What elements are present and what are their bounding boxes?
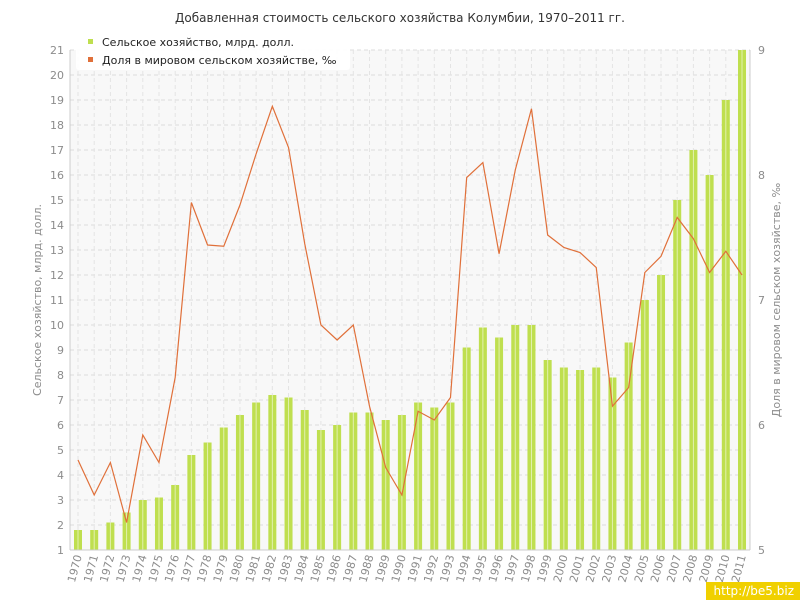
x-axis-ticks: 1970197119721973197419751976197719781979… [65,553,749,583]
legend-label-bars: Сельское хозяйство, млрд. долл. [102,36,294,49]
y-tick-label: 10 [50,319,64,332]
y-tick-label: 1 [57,544,64,557]
legend: Сельское хозяйство, млрд. долл. Доля в м… [76,32,350,70]
y-tick-label: 3 [57,494,64,507]
y-tick-label: 18 [50,119,64,132]
legend-box [76,32,350,70]
y2-tick-label: 9 [758,44,765,57]
watermark[interactable]: http://be5.biz [705,582,800,600]
y-tick-label: 4 [57,469,64,482]
y2-axis-label: Доля в мировом сельском хозяйстве, ‰ [770,183,783,418]
y-tick-label: 9 [57,344,64,357]
y-tick-label: 21 [50,44,64,57]
y-tick-label: 12 [50,269,64,282]
chart-title: Добавленная стоимость сельского хозяйств… [175,11,625,25]
y-tick-label: 19 [50,94,64,107]
y-tick-label: 7 [57,394,64,407]
legend-swatch-line [88,57,93,62]
y-tick-label: 20 [50,69,64,82]
y2-axis-ticks: 5 6 7 8 9 [758,44,765,557]
share-line [77,104,743,523]
y-tick-label: 11 [50,294,64,307]
y2-tick-label: 8 [758,169,765,182]
y-tick-label: 5 [57,444,64,457]
bars [74,50,746,550]
y-tick-label: 17 [50,144,64,157]
legend-label-line: Доля в мировом сельском хозяйстве, ‰ [102,54,337,67]
y-tick-label: 14 [50,219,64,232]
y2-tick-label: 7 [758,294,765,307]
y-tick-label: 6 [57,419,64,432]
y-tick-label: 15 [50,194,64,207]
y-tick-label: 13 [50,244,64,257]
legend-swatch-bars [88,39,93,44]
y-axis-label: Сельское хозяйство, млрд. долл. [31,204,44,396]
y2-tick-label: 6 [758,419,765,432]
y-tick-label: 2 [57,519,64,532]
y2-tick-label: 5 [758,544,765,557]
y-tick-label: 16 [50,169,64,182]
y-tick-label: 8 [57,369,64,382]
